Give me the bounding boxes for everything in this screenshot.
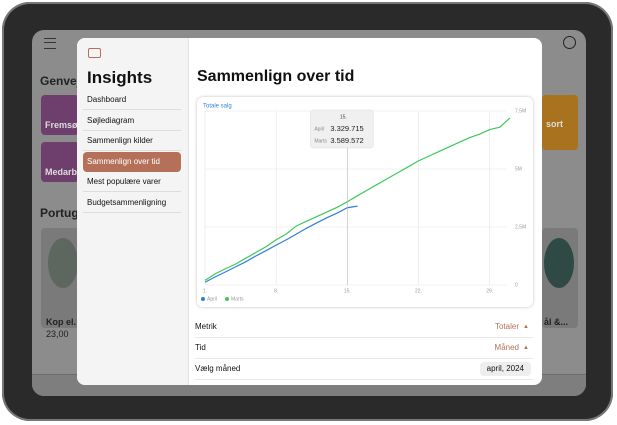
tooltip-series: Marts — [314, 138, 327, 144]
product-image — [544, 238, 574, 288]
sidebar-item[interactable]: Sammenlign over tid — [83, 151, 181, 172]
tile-label: Fremsø — [45, 120, 78, 130]
shortcut-tile[interactable]: Medarb — [41, 142, 79, 182]
x-tick-label: 8. — [274, 288, 278, 294]
series-line — [204, 205, 358, 283]
x-tick-label: 15. — [344, 288, 351, 294]
menu-icon[interactable] — [44, 38, 56, 49]
chevron-icon: ▲ — [523, 345, 529, 351]
product-image — [48, 238, 78, 288]
tooltip-series: April — [314, 126, 324, 132]
product-name: ål &... — [544, 317, 569, 327]
tooltip-value: 3.589.572 — [330, 136, 363, 145]
series-line — [204, 117, 511, 281]
sidebar-item[interactable]: Sammenlign kilder — [83, 131, 181, 151]
shortcut-tile[interactable]: sort — [542, 95, 578, 150]
profile-icon[interactable] — [563, 36, 576, 49]
page-title: Sammenlign over tid — [197, 68, 355, 85]
legend-swatch — [201, 297, 205, 301]
setting-label: Tid — [195, 343, 206, 352]
sidebar-item[interactable]: Dashboard — [83, 90, 181, 110]
tile-label: sort — [546, 119, 564, 129]
legend-swatch — [225, 297, 230, 301]
legend-label: April — [207, 296, 217, 302]
sidebar: Insights Dashboard Søjlediagram Sammenlign… — [77, 38, 189, 385]
setting-value[interactable]: Måned — [494, 343, 519, 352]
tooltip-box — [310, 109, 374, 149]
x-tick-label: 29. — [486, 288, 493, 294]
setting-label: Vælg måned — [195, 364, 241, 373]
shortcut-tile[interactable]: Fremsø — [41, 95, 79, 135]
setting-value[interactable]: april, 2024 — [479, 362, 531, 376]
chevron-icon: ▲ — [523, 324, 529, 330]
y-tick-label: 5M — [515, 166, 522, 172]
product-price: 23,00 — [46, 329, 69, 339]
product-name: Kop el. — [46, 317, 77, 327]
y-tick-label: 0 — [515, 282, 518, 288]
setting-label: Metrik — [195, 322, 217, 331]
y-tick-label: 2,5M — [515, 224, 526, 230]
setting-row[interactable]: Metrik Totaler ▲ — [195, 317, 533, 338]
legend-label: Marts — [231, 296, 244, 302]
shortcuts-title: Genvej — [40, 74, 81, 88]
setting-row[interactable]: Vælg måned april, 2024 — [195, 359, 533, 380]
y-tick-label: 7,5M — [515, 108, 526, 114]
sidebar-item[interactable]: Budgetsammenligning — [83, 193, 181, 213]
sidebar-item[interactable]: Mest populære varer — [83, 172, 181, 192]
sidebar-toggle[interactable] — [88, 48, 101, 58]
setting-row[interactable]: Tid Måned ▲ — [195, 338, 533, 359]
x-tick-label: 1. — [203, 288, 207, 294]
x-tick-label: 22. — [415, 288, 422, 294]
tooltip-value: 3.329.715 — [330, 124, 363, 133]
chart-title: Totale salg — [203, 104, 232, 110]
tooltip-title: 15. — [340, 114, 347, 120]
sidebar-title: Insights — [87, 68, 153, 87]
chart: Totale salg 0 2,5M 5M 7,5M 1. 8. 15. 22. 29. 15. A… — [197, 97, 533, 307]
sidebar-item[interactable]: Søjlediagram — [83, 111, 181, 131]
setting-value[interactable]: Totaler — [494, 322, 519, 331]
section-title: Portug — [40, 206, 79, 220]
tile-label: Medarb — [45, 167, 78, 177]
